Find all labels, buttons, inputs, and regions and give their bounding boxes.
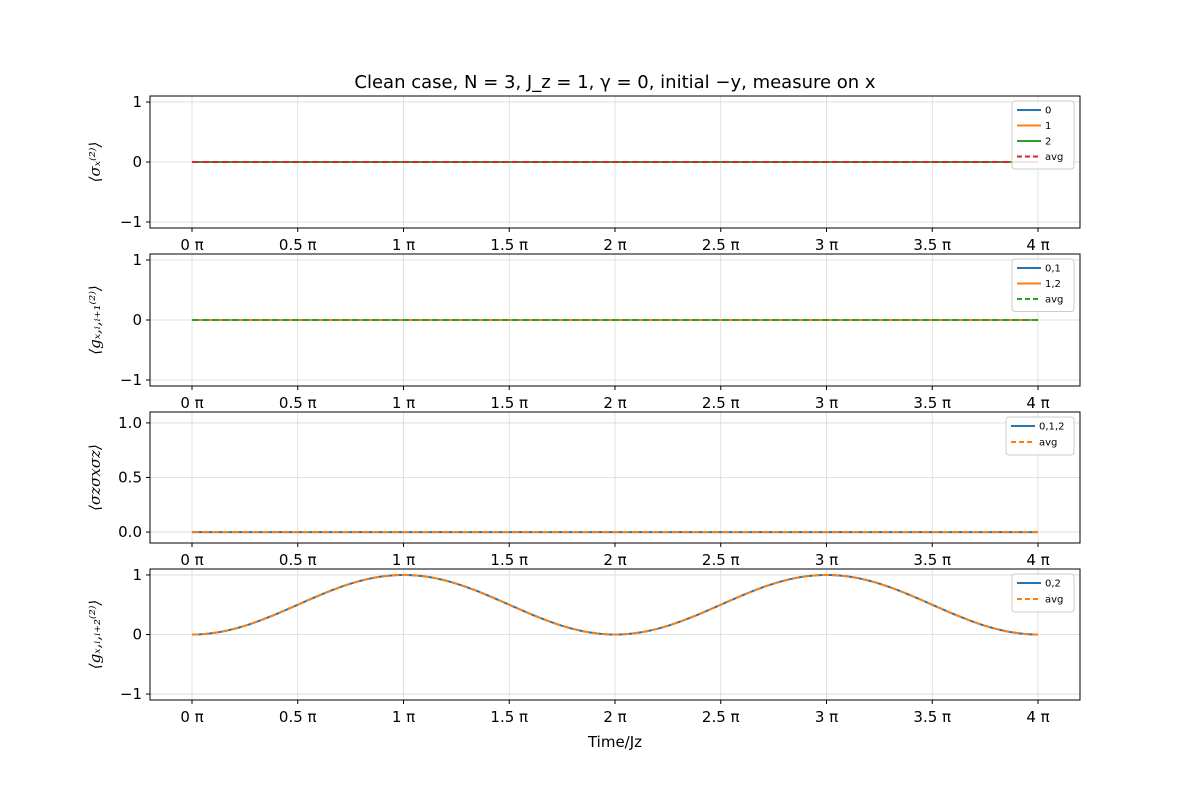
legend-label: 1,2: [1045, 279, 1061, 290]
x-tick-label: 3 π: [815, 708, 838, 726]
subplot-3: 0 π 0.5 π 1 π 1.5 π 2 π 2.5 π 3 π 3.5 π 4 π 0.0 0.…: [86, 411, 1081, 569]
x-tick-label: 4 π: [1026, 708, 1049, 726]
legend-box: [1011, 258, 1075, 312]
y-axis-label: ⟨gₓ,ᵢ,ᵢ₊₂⁽²⁾⟩: [86, 600, 104, 670]
x-tick-label: 3 π: [815, 551, 838, 569]
x-tick-label: 1 π: [392, 551, 415, 569]
legend-box: [1011, 573, 1075, 613]
legend: 0 1 2 avg: [1011, 100, 1075, 170]
y-tick-label: 0.5: [118, 469, 142, 487]
x-tick-label: 1 π: [392, 708, 415, 726]
x-tick-label: 2.5 π: [702, 551, 740, 569]
legend-label: 0,1: [1045, 264, 1061, 275]
y-tick-label: 0: [132, 311, 142, 329]
y-tick-label: 0: [132, 626, 142, 644]
y-tick-label: 1.0: [118, 414, 142, 432]
x-tick-label: 1.5 π: [490, 551, 528, 569]
x-tick-label: 2 π: [603, 236, 626, 254]
x-tick-label: 2 π: [603, 394, 626, 412]
x-tick-label: 2.5 π: [702, 708, 740, 726]
x-tick-label: 0.5 π: [279, 551, 317, 569]
y-tick-label: −1: [120, 685, 142, 703]
x-tick-label: 0 π: [180, 708, 203, 726]
y-tick-label: 0.0: [118, 523, 142, 541]
x-tick-label: 2 π: [603, 551, 626, 569]
legend: 0,1 1,2 avg: [1011, 258, 1075, 312]
legend-label: avg: [1045, 595, 1063, 606]
x-tick-label: 1.5 π: [490, 236, 528, 254]
legend-box: [1011, 100, 1075, 170]
x-tick-label: 2.5 π: [702, 394, 740, 412]
legend-label: 0,1,2: [1039, 422, 1064, 433]
x-tick-label: 3 π: [815, 394, 838, 412]
y-tick-label: 0: [132, 153, 142, 171]
legend-label: 1: [1045, 121, 1051, 132]
x-tick-label: 1.5 π: [490, 708, 528, 726]
x-tick-label: 3.5 π: [913, 551, 951, 569]
subplots-group: 0 π 0.5 π 1 π 1.5 π 2 π 2.5 π 3 π 3.5 π 4 π −1 0 1 ⟨…: [86, 93, 1081, 726]
legend-label: 0: [1045, 106, 1051, 117]
chart-title: Clean case, N = 3, J_z = 1, γ = 0, initi…: [354, 72, 876, 93]
x-tick-label: 3 π: [815, 236, 838, 254]
legend-label: avg: [1045, 152, 1063, 163]
x-tick-label: 0 π: [180, 394, 203, 412]
subplot-4: 0 π 0.5 π 1 π 1.5 π 2 π 2.5 π 3 π 3.5 π 4 π −1 0 1 ⟨…: [86, 566, 1081, 726]
y-axis-label: ⟨gₓ,ᵢ,ᵢ₊₁⁽²⁾⟩: [86, 285, 104, 355]
y-tick-label: 1: [132, 251, 142, 269]
subplot-1: 0 π 0.5 π 1 π 1.5 π 2 π 2.5 π 3 π 3.5 π 4 π −1 0 1 ⟨…: [86, 93, 1081, 254]
x-tick-label: 3.5 π: [913, 236, 951, 254]
x-tick-label: 4 π: [1026, 551, 1049, 569]
x-tick-label: 3.5 π: [913, 708, 951, 726]
x-tick-label: 0.5 π: [279, 394, 317, 412]
x-tick-label: 2.5 π: [702, 236, 740, 254]
x-tick-label: 3.5 π: [913, 394, 951, 412]
y-tick-label: −1: [120, 371, 142, 389]
x-tick-label: 4 π: [1026, 394, 1049, 412]
x-tick-label: 1 π: [392, 394, 415, 412]
x-tick-label: 0.5 π: [279, 236, 317, 254]
y-axis-label: ⟨σzσxσz⟩: [86, 444, 104, 511]
x-axis-label: Time/Jz: [587, 733, 642, 751]
y-tick-label: 1: [132, 93, 142, 111]
x-tick-label: 2 π: [603, 708, 626, 726]
y-tick-label: 1: [132, 566, 142, 584]
x-tick-label: 0.5 π: [279, 708, 317, 726]
series-line-avg: [191, 573, 1039, 636]
x-tick-label: 4 π: [1026, 236, 1049, 254]
legend-label: 2: [1045, 137, 1051, 148]
x-tick-label: 1 π: [392, 236, 415, 254]
y-axis-label: ⟨σₓ⁽²⁾⟩: [86, 142, 104, 183]
legend-label: avg: [1045, 295, 1063, 306]
legend-label: 0,2: [1045, 579, 1061, 590]
x-tick-label: 0 π: [180, 551, 203, 569]
legend: 0,1,2 avg: [1005, 416, 1075, 456]
y-tick-label: −1: [120, 213, 142, 231]
legend-label: avg: [1039, 438, 1057, 449]
subplot-2: 0 π 0.5 π 1 π 1.5 π 2 π 2.5 π 3 π 3.5 π 4 π −1 0 1 ⟨…: [86, 251, 1081, 412]
x-tick-label: 1.5 π: [490, 394, 528, 412]
x-tick-label: 0 π: [180, 236, 203, 254]
legend: 0,2 avg: [1011, 573, 1075, 613]
